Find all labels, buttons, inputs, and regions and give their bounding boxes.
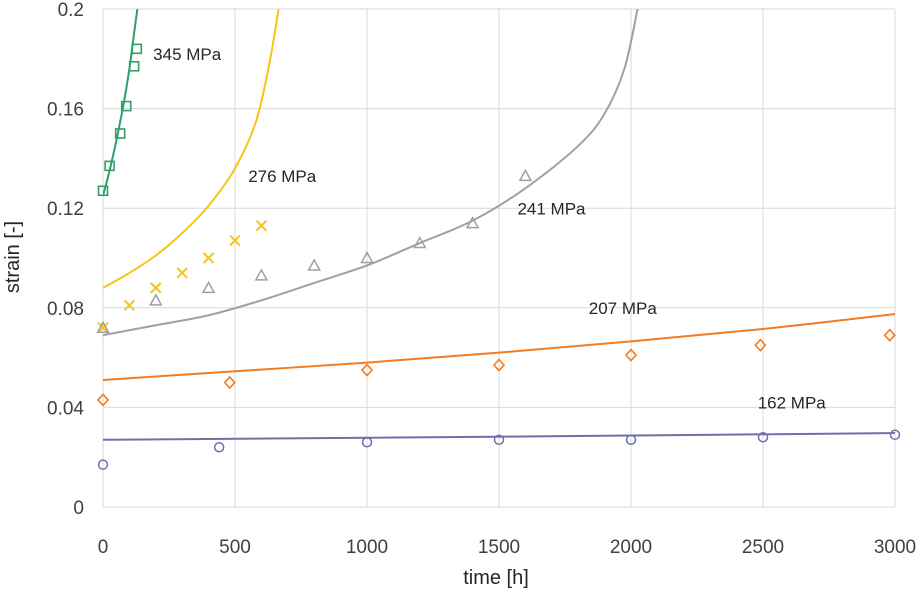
data-point-241-mpa xyxy=(360,250,374,264)
y-axis-label: strain [-] xyxy=(2,221,24,293)
x-tick-label: 2500 xyxy=(742,537,784,558)
data-point-207-mpa xyxy=(360,363,374,377)
series-label-241-mpa: 241 MPa xyxy=(517,199,586,218)
fit-curves xyxy=(103,9,895,441)
data-point-276-mpa xyxy=(229,234,241,247)
data-point-345-mpa xyxy=(104,160,115,172)
data-point-276-mpa xyxy=(97,322,109,334)
data-point-345-mpa xyxy=(97,185,109,197)
data-point-162-mpa xyxy=(361,437,373,448)
data-point-207-mpa xyxy=(624,348,638,362)
data-point-162-mpa xyxy=(889,429,901,441)
data-point-207-mpa xyxy=(492,358,506,372)
data-point-207-mpa xyxy=(754,338,767,352)
fit-curve-162-mpa xyxy=(103,432,895,441)
series-annotations: 345 MPa 276 MPa 241 MPa 207 MPa 162 MPa xyxy=(153,45,826,413)
data-point-241-mpa xyxy=(254,268,269,281)
data-point-345-mpa xyxy=(128,60,140,72)
data-point-162-mpa xyxy=(97,459,109,470)
x-tick-label: 500 xyxy=(219,537,251,558)
data-point-241-mpa xyxy=(465,216,480,229)
fit-curve-345-mpa xyxy=(103,9,139,197)
fit-curve-241-mpa xyxy=(103,9,639,337)
x-tick-label: 3000 xyxy=(874,537,916,558)
data-point-241-mpa xyxy=(518,168,533,182)
data-point-162-mpa xyxy=(213,441,225,453)
tick-labels: 0 500 1000 1500 2000 2500 3000 0 0.04 0.08 0.12 0.1… xyxy=(47,0,916,558)
series-label-276-mpa: 276 MPa xyxy=(248,167,317,186)
series-label-345-mpa: 345 MPa xyxy=(153,45,222,64)
data-points xyxy=(96,43,901,470)
data-point-241-mpa xyxy=(201,280,216,294)
grid-lines xyxy=(102,8,896,508)
data-point-345-mpa xyxy=(131,43,143,55)
fit-curve-276-mpa xyxy=(103,9,280,289)
data-point-276-mpa xyxy=(150,282,162,294)
data-point-276-mpa xyxy=(255,219,268,232)
data-point-345-mpa xyxy=(120,100,132,112)
fit-curve-207-mpa xyxy=(103,313,895,382)
y-tick-label: 0.08 xyxy=(47,299,84,320)
x-tick-label: 2000 xyxy=(610,537,652,558)
y-tick-label: 0.2 xyxy=(58,0,84,21)
x-tick-label: 1500 xyxy=(478,537,520,558)
y-tick-label: 0.04 xyxy=(47,398,84,419)
y-tick-label: 0.16 xyxy=(47,100,84,121)
series-label-207-mpa: 207 MPa xyxy=(589,299,658,318)
data-point-241-mpa xyxy=(413,236,427,249)
series-label-162-mpa: 162 MPa xyxy=(758,394,827,413)
y-tick-label: 0 xyxy=(73,498,84,519)
data-point-207-mpa xyxy=(223,375,236,390)
data-point-162-mpa xyxy=(493,434,505,446)
data-point-162-mpa xyxy=(625,434,637,446)
x-axis-label: time [h] xyxy=(463,567,529,589)
data-point-207-mpa xyxy=(96,393,110,407)
data-point-162-mpa xyxy=(757,432,769,443)
data-point-241-mpa xyxy=(149,293,163,306)
data-point-241-mpa xyxy=(96,320,110,333)
data-point-207-mpa xyxy=(883,328,896,342)
data-point-345-mpa xyxy=(114,128,126,139)
data-point-241-mpa xyxy=(307,258,321,271)
x-tick-label: 0 xyxy=(98,537,109,558)
x-tick-label: 1000 xyxy=(346,537,388,558)
data-point-276-mpa xyxy=(176,267,188,279)
y-tick-label: 0.12 xyxy=(47,199,84,220)
data-point-276-mpa xyxy=(202,252,215,264)
data-point-276-mpa xyxy=(123,299,136,312)
